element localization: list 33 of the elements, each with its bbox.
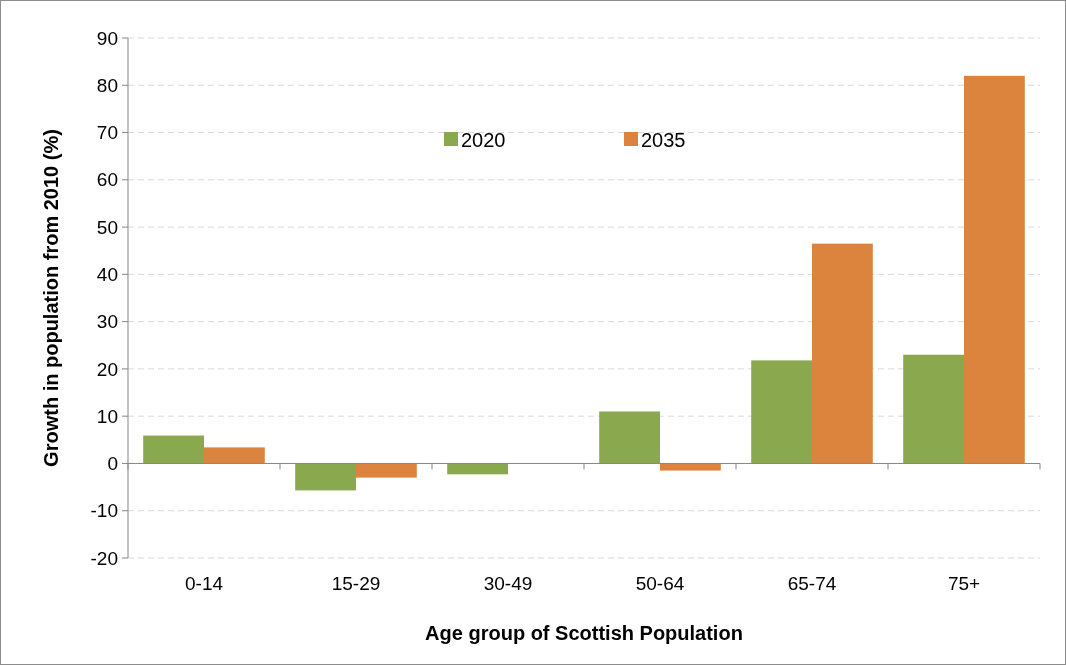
y-tick-label: 0 (107, 453, 118, 475)
y-tick-label: -20 (90, 547, 118, 569)
x-tick-label: 50-64 (635, 573, 685, 594)
bar (204, 447, 265, 464)
x-tick-label: 65-74 (787, 573, 837, 594)
y-tick-label: 10 (96, 405, 118, 427)
bar (599, 411, 660, 464)
x-tick-label: 0-14 (184, 573, 224, 594)
bar (964, 75, 1025, 464)
y-tick-label: 20 (96, 358, 118, 380)
y-tick-label: 30 (96, 311, 118, 333)
x-tick-label: 15-29 (331, 573, 381, 594)
y-tick-label: 70 (96, 122, 118, 144)
bar (660, 463, 721, 471)
bar (903, 354, 964, 464)
bar (447, 463, 508, 475)
y-tick-label: 50 (96, 216, 118, 238)
y-axis-title: Growth in population from 2010 (%) (40, 129, 62, 467)
bar (143, 435, 204, 464)
bar (356, 463, 417, 478)
bar (812, 243, 873, 464)
x-tick-label: 30-49 (483, 573, 533, 594)
x-tick-label: 75+ (947, 573, 981, 594)
bar (295, 463, 356, 491)
y-tick-label: -10 (90, 500, 118, 522)
x-axis-title: Age group of Scottish Population (425, 622, 743, 644)
legend-label: 2020 (461, 129, 506, 151)
y-tick-label: 80 (96, 74, 118, 96)
y-tick-label: 60 (96, 169, 118, 191)
y-tick-label: 90 (96, 27, 118, 49)
y-tick-label: 40 (96, 264, 118, 286)
bar (751, 360, 812, 464)
legend-label: 2035 (641, 129, 686, 151)
